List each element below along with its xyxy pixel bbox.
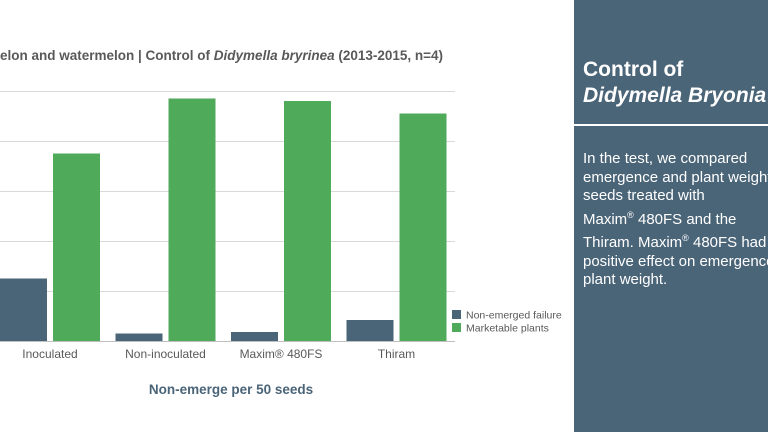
panel-body-text: seeds treated with bbox=[583, 187, 705, 204]
panel-body-line: plant weight. bbox=[583, 271, 768, 290]
panel-heading: Control of Didymella Bryonia bbox=[583, 57, 768, 109]
panel-divider bbox=[574, 124, 768, 126]
chart-title-prefix: elon and watermelon | Control of bbox=[0, 48, 214, 63]
panel-body-line: Maxim® 480FS and the bbox=[583, 206, 768, 230]
x-tick-label: Inoculated bbox=[22, 347, 77, 361]
panel-body-line: seeds treated with bbox=[583, 187, 768, 206]
x-tick-label: Maxim® 480FS bbox=[240, 347, 323, 361]
panel-body-line: In the test, we compared bbox=[583, 150, 768, 169]
legend-label: Marketable plants bbox=[466, 323, 549, 335]
panel-body-line: Thiram. Maxim® 480FS had a bbox=[583, 229, 768, 253]
chart-title-species: Didymella bryrinea bbox=[213, 48, 335, 63]
panel-body: In the test, we compared emergence and pl… bbox=[583, 150, 768, 290]
panel-body-text: Thiram. Maxim bbox=[583, 234, 683, 251]
bar-marketable bbox=[284, 101, 331, 341]
panel-body-text: 480FS had a bbox=[692, 234, 768, 251]
chart-title-suffix: (2013-2015, n=4) bbox=[334, 48, 444, 63]
panel-heading-line-1: Control of bbox=[583, 58, 684, 81]
x-tick-label: Thiram bbox=[378, 347, 415, 361]
panel-body-text: In the test, we compared bbox=[583, 150, 748, 167]
bar-chart: Inoculated Non-inoculated Maxim® 480FS Thir… bbox=[0, 91, 562, 361]
x-axis-title: Non-emerge per 50 seeds bbox=[148, 382, 314, 397]
bar-marketable bbox=[168, 98, 216, 341]
legend-swatch bbox=[452, 323, 461, 332]
registered-mark: ® bbox=[682, 233, 689, 243]
panel-body-text: Maxim bbox=[583, 210, 628, 228]
bar-marketable bbox=[53, 153, 100, 341]
side-panel: Control of Didymella Bryonia In the test… bbox=[574, 0, 768, 432]
bar-marketable bbox=[399, 113, 447, 341]
registered-mark: ® bbox=[627, 209, 634, 220]
panel-body-line: emergence and plant weight of bbox=[583, 169, 768, 188]
bar-non-emerged bbox=[231, 332, 278, 341]
panel-body-text: emergence and plant weight of bbox=[583, 168, 768, 186]
panel-body-text: positive effect on emergence and bbox=[583, 252, 768, 270]
legend-swatch bbox=[452, 310, 461, 319]
panel-body-line: positive effect on emergence and bbox=[583, 253, 768, 272]
panel-body-text: plant weight. bbox=[583, 271, 668, 288]
bar-non-emerged bbox=[0, 278, 47, 341]
x-tick-label: Non-inoculated bbox=[125, 347, 206, 361]
legend-label: Non-emerged failure bbox=[466, 310, 562, 322]
chart-title: elon and watermelon | Control of Didymel… bbox=[0, 48, 570, 63]
panel-body-text: 480FS and the bbox=[633, 210, 737, 228]
bar-non-emerged bbox=[346, 320, 394, 341]
panel-heading-line-2: Didymella Bryonia bbox=[583, 84, 767, 107]
bar-non-emerged bbox=[115, 333, 163, 341]
